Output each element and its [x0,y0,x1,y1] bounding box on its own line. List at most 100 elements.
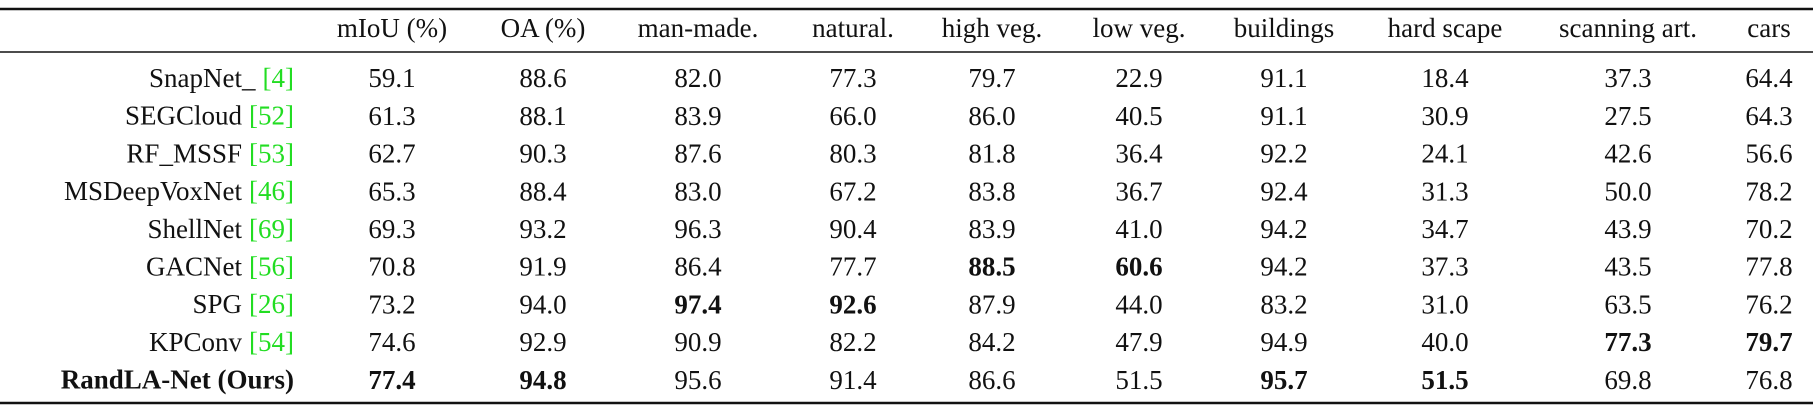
value-cell: 87.6 [674,139,721,169]
value-cell: 93.2 [519,214,566,244]
method-label: SEGCloud [52] [125,101,294,131]
value-cell: 95.7 [1260,365,1307,395]
value-cell: 37.3 [1421,252,1468,282]
value-cell: 94.2 [1260,214,1307,244]
value-cell: 86.4 [674,252,722,282]
column-header: scanning art. [1559,13,1697,43]
method-name: SnapNet_ [149,63,256,93]
value-cell: 56.6 [1745,139,1792,169]
value-cell: 70.8 [368,252,415,282]
citation: [46] [249,176,294,206]
value-cell: 77.4 [368,365,415,395]
value-cell: 90.3 [519,139,566,169]
value-cell: 83.0 [674,176,721,206]
value-cell: 88.6 [519,63,566,93]
value-cell: 88.4 [519,176,567,206]
value-cell: 90.4 [829,214,877,244]
value-cell: 51.5 [1421,365,1468,395]
column-header: mIoU (%) [337,13,447,43]
value-cell: 91.4 [829,365,877,395]
value-cell: 96.3 [674,214,721,244]
value-cell: 66.0 [829,101,876,131]
value-cell: 51.5 [1115,365,1162,395]
citation: [52] [249,101,294,131]
value-cell: 40.0 [1421,327,1468,357]
value-cell: 87.9 [968,289,1015,319]
citation: [26] [249,289,294,319]
value-cell: 27.5 [1604,101,1651,131]
value-cell: 82.2 [829,327,876,357]
method-name: MSDeepVoxNet [64,176,242,206]
value-cell: 94.2 [1260,252,1307,282]
value-cell: 65.3 [368,176,415,206]
citation: [69] [249,214,294,244]
column-header: low veg. [1093,13,1186,43]
value-cell: 91.1 [1260,101,1307,131]
value-cell: 34.7 [1421,214,1468,244]
method-name: ShellNet [148,214,243,244]
value-cell: 90.9 [674,327,721,357]
value-cell: 30.9 [1421,101,1468,131]
value-cell: 22.9 [1115,63,1162,93]
citation: [53] [249,139,294,169]
method-name: SEGCloud [125,101,243,131]
column-header: natural. [812,13,894,43]
value-cell: 84.2 [968,327,1015,357]
value-cell: 69.8 [1604,365,1651,395]
value-cell: 95.6 [674,365,721,395]
method-name: SPG [192,289,242,319]
method-label: KPConv [54] [149,327,294,357]
value-cell: 86.0 [968,101,1015,131]
value-cell: 77.8 [1745,252,1792,282]
value-cell: 94.8 [519,365,566,395]
value-cell: 83.9 [674,101,721,131]
value-cell: 91.9 [519,252,566,282]
value-cell: 64.3 [1745,101,1792,131]
value-cell: 77.7 [829,252,876,282]
value-cell: 43.5 [1604,252,1651,282]
value-cell: 64.4 [1745,63,1793,93]
method-label: SnapNet_ [4] [149,63,294,93]
value-cell: 63.5 [1604,289,1651,319]
value-cell: 61.3 [368,101,415,131]
method-name: GACNet [146,252,242,282]
column-header: OA (%) [501,13,586,43]
value-cell: 42.6 [1604,139,1651,169]
value-cell: 73.2 [368,289,415,319]
column-header: high veg. [942,13,1043,43]
value-cell: 74.6 [368,327,415,357]
value-cell: 79.7 [1745,327,1792,357]
value-cell: 78.2 [1745,176,1792,206]
value-cell: 24.1 [1421,139,1468,169]
method-label: GACNet [56] [146,252,294,282]
value-cell: 83.8 [968,176,1015,206]
value-cell: 92.9 [519,327,566,357]
value-cell: 97.4 [674,289,721,319]
column-header: hard scape [1388,13,1503,43]
value-cell: 79.7 [968,63,1015,93]
value-cell: 37.3 [1604,63,1651,93]
value-cell: 50.0 [1604,176,1651,206]
method-label: SPG [26] [192,289,294,319]
method-label: RF_MSSF [53] [126,139,294,169]
value-cell: 81.8 [968,139,1015,169]
value-cell: 31.0 [1421,289,1468,319]
method-name: KPConv [149,327,243,357]
value-cell: 88.1 [519,101,566,131]
value-cell: 83.2 [1260,289,1307,319]
value-cell: 69.3 [368,214,415,244]
value-cell: 43.9 [1604,214,1651,244]
method-label: RandLA-Net (Ours) [61,365,294,395]
citation: [54] [249,327,294,357]
value-cell: 80.3 [829,139,876,169]
method-label: ShellNet [69] [148,214,294,244]
value-cell: 94.0 [519,289,566,319]
column-header: buildings [1234,13,1335,43]
value-cell: 70.2 [1745,214,1792,244]
column-header: man-made. [638,13,759,43]
column-header: cars [1747,13,1790,43]
value-cell: 76.2 [1745,289,1792,319]
value-cell: 44.0 [1115,289,1162,319]
